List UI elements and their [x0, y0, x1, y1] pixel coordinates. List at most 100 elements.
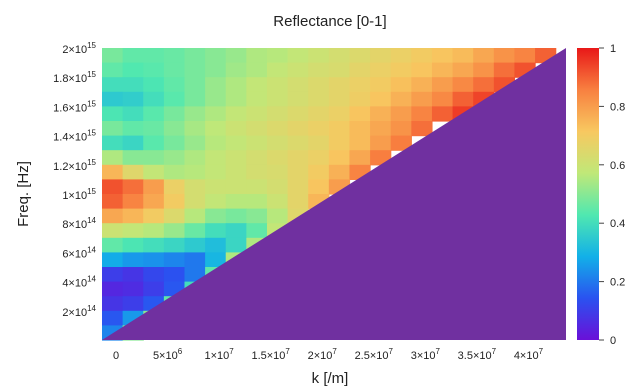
heatmap-cell	[266, 179, 289, 195]
heatmap-cell	[102, 48, 124, 64]
heatmap-cell	[205, 150, 227, 166]
heatmap-cell	[184, 48, 206, 64]
heatmap-cell	[184, 208, 206, 224]
colorbar-ticks: 1 0.8 0.6 0.4 0.2 0	[599, 43, 625, 347]
heatmap-cell	[143, 48, 165, 64]
x-tick-label: 0	[113, 350, 119, 362]
heatmap-cell	[390, 135, 412, 151]
heatmap-cell	[431, 91, 454, 107]
heatmap-cell	[287, 106, 309, 122]
heatmap-cell	[473, 62, 495, 78]
heatmap-cell	[102, 164, 124, 180]
heatmap-cell	[287, 135, 309, 151]
y-tick-label: 1.8×1015	[53, 70, 96, 85]
heatmap-cell	[163, 135, 186, 151]
heatmap-cell	[266, 135, 289, 151]
heatmap-cell	[122, 252, 144, 268]
heatmap-cell	[225, 150, 247, 166]
heatmap-cell	[266, 62, 289, 78]
heatmap-cell	[143, 208, 165, 224]
heatmap-cell	[328, 62, 351, 78]
colorbar-tick-label: 0.4	[610, 218, 625, 230]
heatmap-cell	[411, 106, 433, 122]
heatmap-cell	[328, 135, 351, 151]
colorbar	[577, 48, 599, 340]
x-tick-label: 3.5×107	[458, 347, 497, 362]
heatmap-cell	[246, 150, 268, 166]
heatmap-cell	[390, 106, 412, 122]
heatmap-cell	[266, 121, 289, 137]
y-tick-label: 4×1014	[62, 275, 96, 290]
heatmap-cell	[143, 135, 165, 151]
y-tick-label: 1×1015	[62, 187, 96, 202]
heatmap-cell	[349, 62, 371, 78]
heatmap-cell	[205, 77, 227, 93]
heatmap-cell	[411, 77, 433, 93]
heatmap-cell	[225, 106, 247, 122]
heatmap-cell	[246, 106, 268, 122]
heatmap-cell	[163, 48, 186, 64]
heatmap-cell	[163, 179, 186, 195]
heatmap-cell	[308, 77, 330, 93]
heatmap-cell	[370, 77, 392, 93]
heatmap-cell	[225, 208, 247, 224]
heatmap-cell	[184, 91, 206, 107]
heatmap-cell	[163, 237, 186, 253]
y-tick-label: 2×1015	[62, 41, 96, 56]
heatmap-cell	[225, 164, 247, 180]
heatmap-cell	[370, 62, 392, 78]
heatmap-cell	[287, 194, 309, 210]
heatmap-cell	[143, 267, 165, 283]
heatmap-cell	[163, 223, 186, 239]
heatmap-cell	[287, 77, 309, 93]
heatmap-cell	[225, 194, 247, 210]
heatmap-cell	[102, 281, 124, 297]
y-tick-label: 6×1014	[62, 245, 96, 260]
heatmap-cell	[102, 62, 124, 78]
heatmap-cells	[102, 48, 557, 341]
heatmap-cell	[246, 62, 268, 78]
heatmap-cell	[143, 252, 165, 268]
heatmap-cell	[452, 91, 474, 107]
heatmap-cell	[328, 77, 351, 93]
heatmap-cell	[122, 281, 144, 297]
x-tick-label: 2×107	[308, 347, 338, 362]
colorbar-tick-label: 0.2	[610, 277, 625, 289]
y-tick-label: 2×1014	[62, 304, 96, 319]
heatmap-cell	[184, 164, 206, 180]
heatmap-cell	[246, 194, 268, 210]
heatmap-cell	[225, 179, 247, 195]
heatmap-cell	[246, 179, 268, 195]
colorbar-tick-label: 0.8	[610, 101, 625, 113]
heatmap-cell	[225, 48, 247, 64]
heatmap-cell	[390, 62, 412, 78]
heatmap-cell	[287, 48, 309, 64]
x-tick-label: 1×107	[204, 347, 234, 362]
heatmap-cell	[349, 77, 371, 93]
heatmap-cell	[122, 121, 144, 137]
heatmap-cell	[287, 150, 309, 166]
heatmap-cell	[308, 62, 330, 78]
x-axis-label: k [/m]	[312, 370, 349, 387]
heatmap-cell	[225, 135, 247, 151]
heatmap-cell	[328, 48, 351, 64]
heatmap-cell	[349, 106, 371, 122]
heatmap-cell	[102, 223, 124, 239]
colorbar-tick-label: 0.6	[610, 160, 625, 172]
heatmap-cell	[266, 164, 289, 180]
heatmap-cell	[163, 252, 186, 268]
heatmap-cell	[225, 121, 247, 137]
heatmap-cell	[246, 77, 268, 93]
heatmap-cell	[452, 48, 474, 64]
heatmap-cell	[266, 77, 289, 93]
heatmap-cell	[205, 237, 227, 253]
heatmap-cell	[102, 106, 124, 122]
heatmap-cell	[102, 150, 124, 166]
heatmap-cell	[225, 91, 247, 107]
heatmap-cell	[246, 121, 268, 137]
heatmap-cell	[370, 48, 392, 64]
heatmap-cell	[246, 91, 268, 107]
heatmap-cell	[205, 62, 227, 78]
heatmap-cell	[246, 48, 268, 64]
heatmap-cell	[473, 77, 495, 93]
